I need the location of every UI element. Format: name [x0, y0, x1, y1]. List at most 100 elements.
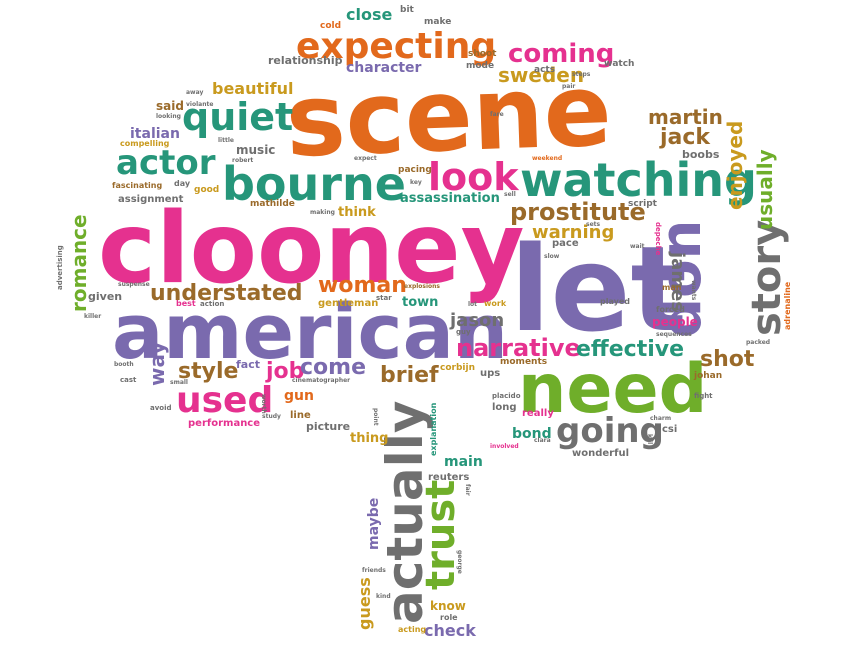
- word-small: small: [170, 379, 188, 386]
- word-mathilde: mathilde: [250, 199, 295, 209]
- word-understated: understated: [150, 281, 303, 306]
- word-used: used: [176, 380, 273, 421]
- word-killer: killer: [84, 313, 101, 320]
- word-really: really: [522, 408, 554, 419]
- word-day: day: [174, 179, 191, 188]
- word-robert: robert: [232, 157, 253, 164]
- word-suspense: suspense: [118, 281, 150, 288]
- word-kind: kind: [376, 593, 391, 600]
- word-romance: romance: [67, 214, 91, 312]
- word-slow: slow: [544, 253, 560, 260]
- word-said: said: [156, 99, 184, 113]
- word-sequences: sequences: [656, 331, 692, 338]
- word-little: little: [218, 137, 234, 144]
- word-man: man: [662, 283, 682, 292]
- word-coming: coming: [508, 39, 614, 69]
- word-kill: kill: [646, 434, 653, 444]
- word-role: role: [440, 613, 458, 622]
- word-boobs: boobs: [682, 148, 720, 161]
- word-performance: performance: [188, 418, 260, 429]
- word-placido: placido: [492, 392, 521, 400]
- word-james: james: [667, 251, 688, 312]
- word-depeche: depeche: [654, 222, 662, 256]
- word-avoid: avoid: [150, 404, 172, 412]
- word-actor: actor: [116, 143, 216, 183]
- word-brief: brief: [380, 363, 439, 388]
- word-cold: cold: [320, 21, 341, 31]
- word-lot: lot: [468, 301, 477, 308]
- word-given: given: [88, 290, 122, 303]
- word-sell: sell: [504, 191, 516, 198]
- word-italian: italian: [130, 126, 180, 142]
- word-relationship: relationship: [268, 54, 343, 67]
- word-weekend: weekend: [532, 155, 562, 162]
- word-jack: jack: [659, 125, 711, 150]
- word-line: line: [290, 410, 311, 421]
- word-don: don: [649, 220, 714, 338]
- word-star: star: [376, 294, 392, 302]
- word-shot: shot: [700, 347, 755, 372]
- word-job: job: [265, 359, 304, 384]
- word-advertising: advertising: [56, 245, 64, 290]
- word-wait: wait: [630, 243, 645, 250]
- word-guy: guy: [456, 328, 471, 336]
- word-guess: guess: [355, 577, 374, 630]
- word-pace: pace: [552, 238, 579, 249]
- word-work: work: [484, 299, 507, 308]
- word-away: away: [186, 89, 203, 96]
- word-good: good: [194, 185, 219, 195]
- word-come: come: [300, 355, 366, 380]
- word-people: people: [652, 315, 698, 329]
- word-shoot: shoot: [468, 49, 497, 59]
- word-fare: fare: [490, 111, 504, 118]
- word-prostitute: prostitute: [510, 198, 646, 226]
- word-worth: worth: [260, 394, 267, 414]
- word-george: george: [456, 550, 463, 574]
- word-main: main: [444, 454, 483, 470]
- word-gentleman: gentleman: [318, 298, 378, 309]
- word-maybe: maybe: [366, 498, 382, 550]
- word-forced: forced: [656, 305, 685, 314]
- word-corbijn: corbijn: [440, 363, 475, 373]
- word-bit: bit: [400, 5, 415, 15]
- word-wonderful: wonderful: [572, 448, 629, 459]
- word-fascinating: fascinating: [112, 181, 162, 190]
- word-usually: usually: [753, 149, 777, 230]
- word-sweden: sweden: [498, 63, 584, 87]
- word-gun: gun: [284, 388, 314, 404]
- word-reuters: reuters: [428, 472, 469, 483]
- word-sets: sets: [586, 221, 601, 228]
- word-bond: bond: [512, 426, 552, 442]
- word-way: way: [145, 342, 169, 386]
- word-johan: johan: [693, 371, 722, 381]
- word-violante: violante: [186, 101, 213, 108]
- word-adrenaline: adrenaline: [783, 281, 792, 330]
- word-pair: pair: [562, 83, 575, 90]
- word-actually: actually: [376, 401, 434, 625]
- word-action: action: [200, 300, 224, 308]
- word-quiet: quiet: [182, 95, 293, 139]
- word-make: make: [424, 17, 451, 27]
- word-scene: scene: [284, 51, 614, 179]
- word-mode: mode: [466, 61, 494, 71]
- word-explosions: explosions: [404, 283, 440, 290]
- word-moments: moments: [500, 357, 547, 367]
- word-involved: involved: [490, 443, 519, 450]
- word-looking: looking: [156, 113, 181, 120]
- word-cinematographer: cinematographer: [292, 377, 350, 384]
- word-close: close: [346, 5, 392, 24]
- word-narrative: narrative: [456, 334, 581, 362]
- word-ups: ups: [480, 368, 500, 379]
- word-town: town: [402, 295, 438, 310]
- word-key: key: [410, 179, 422, 186]
- word-charm: charm: [650, 415, 671, 422]
- word-know: know: [430, 599, 466, 613]
- word-martin: martin: [648, 105, 723, 129]
- word-think: think: [338, 205, 376, 220]
- word-making: making: [310, 209, 335, 216]
- word-script: script: [628, 199, 658, 209]
- word-jason: jason: [449, 310, 504, 331]
- word-acts: acts: [534, 65, 555, 75]
